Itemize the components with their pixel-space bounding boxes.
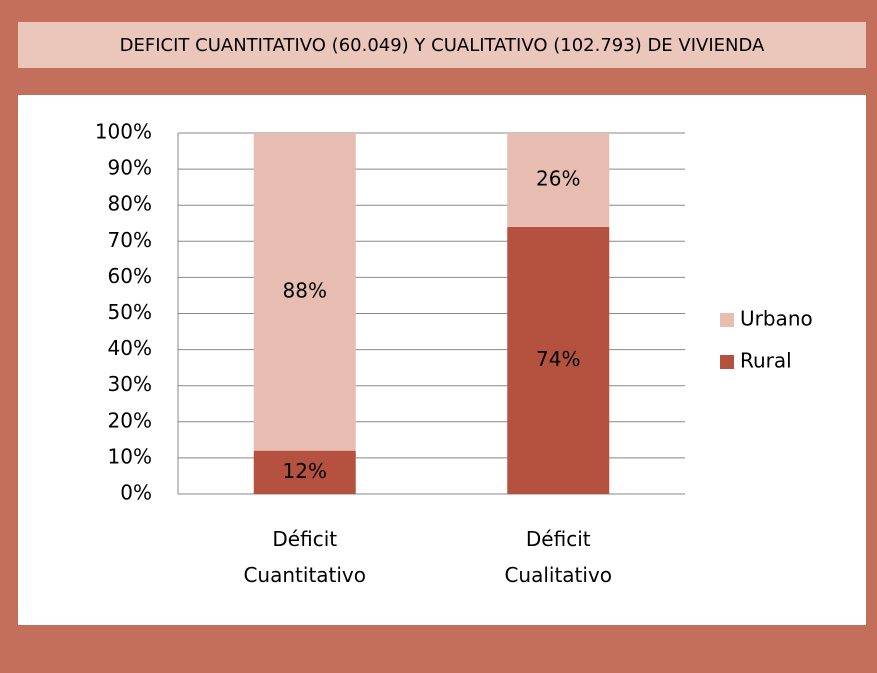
bar-segment xyxy=(507,133,610,227)
data-label: 88% xyxy=(283,278,327,302)
x-tick-label: Déficit Cuantitativo xyxy=(243,527,366,587)
legend-swatch xyxy=(720,355,734,369)
data-label: 26% xyxy=(536,166,580,190)
y-tick-label: 50% xyxy=(108,300,152,324)
y-tick-label: 0% xyxy=(120,481,152,505)
y-tick-label: 10% xyxy=(108,444,152,468)
bar-segment xyxy=(507,226,610,495)
y-tick-label: 20% xyxy=(108,408,152,432)
y-tick-label: 40% xyxy=(108,336,152,360)
y-tick-label: 70% xyxy=(108,228,152,252)
chart-title: DEFICIT CUANTITATIVO (60.049) Y CUALITAT… xyxy=(120,35,765,56)
data-label: 12% xyxy=(283,459,327,483)
y-tick-label: 30% xyxy=(108,372,152,396)
y-tick-label: 60% xyxy=(108,264,152,288)
y-tick-label: 80% xyxy=(108,192,152,216)
x-tick-label: Déficit Cualitativo xyxy=(504,527,612,587)
title-box xyxy=(18,22,866,68)
legend-swatch xyxy=(720,313,734,327)
y-tick-label: 90% xyxy=(108,156,152,180)
legend-label: Rural xyxy=(740,349,792,373)
bar-segment xyxy=(253,133,356,451)
legend-label: Urbano xyxy=(740,307,813,331)
data-label: 74% xyxy=(536,347,580,371)
y-tick-label: 100% xyxy=(95,120,152,144)
bar-segment xyxy=(253,450,356,494)
